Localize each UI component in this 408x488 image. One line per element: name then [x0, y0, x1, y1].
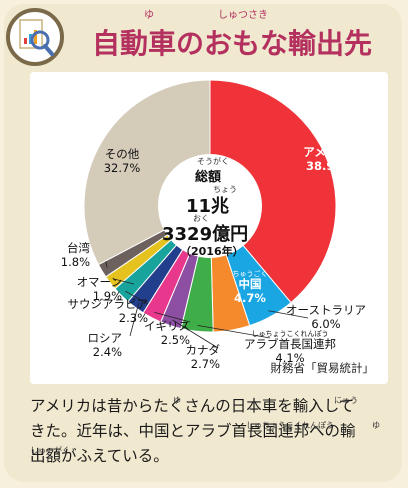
- slice-label-3: アラブ首長国連邦: [244, 337, 336, 351]
- center-total-line1: 11兆: [186, 196, 230, 217]
- leader-line-7: [125, 290, 149, 305]
- slice-value-8: 1.9%: [93, 289, 122, 303]
- slice-value-4: 2.7%: [191, 357, 220, 371]
- slice-ruby-2: ちゅうごく: [233, 269, 268, 278]
- center-total-label: 総額: [195, 170, 222, 185]
- slice-value-1: 6.0%: [311, 317, 340, 331]
- caption-line-1: アメリカは昔からたくさんの日本車を輸入して: [30, 397, 355, 415]
- slice-label-2: 中国: [239, 277, 262, 291]
- caption: ゆ にゅう アメリカは昔からたくさんの日本車を輸入して しゅちょうこくれんぽう …: [30, 394, 390, 469]
- caption-ruby-nyuu: にゅう: [334, 396, 358, 405]
- slice-value-9: 1.8%: [61, 255, 90, 269]
- slice-label-5: イギリス: [144, 319, 190, 333]
- slice-label-4: カナダ: [186, 343, 221, 357]
- slice-label-7: サウジアラビア: [68, 297, 149, 311]
- slice-label-9: 台湾: [67, 241, 90, 255]
- leader-line-1: [268, 310, 309, 319]
- slice-value-0: 38.9%: [306, 159, 346, 173]
- caption-line-2: きた。近年は、中国とアラブ首長国連邦への輸: [30, 422, 356, 440]
- slice-value-6: 2.4%: [93, 345, 122, 359]
- slice-label-6: ロシア: [88, 331, 123, 345]
- slice-value-2: 4.7%: [234, 291, 266, 305]
- leader-line-3: [197, 324, 271, 339]
- caption-ruby-shuchoukoku: しゅちょうこくれんぽう: [246, 421, 334, 430]
- ruby-chou: ちょう: [213, 185, 237, 194]
- slice-value-5: 2.5%: [161, 333, 190, 347]
- caption-ruby-shutsugaku: しゅつがく: [30, 446, 70, 455]
- caption-ruby-yu2: ゆ: [372, 421, 380, 430]
- slice-label-0: アメリカ: [303, 145, 348, 159]
- source-note: 財務省「貿易統計」: [270, 361, 375, 375]
- slice-value-10: 32.7%: [104, 161, 141, 175]
- slice-label-10: その他: [105, 147, 140, 161]
- caption-ruby-yu: ゆ: [173, 396, 181, 405]
- chart-panel: アメリカ 38.9% オーストラリア 6.0% ちゅうごく 中国 4.7% しゅちょうこくれん…: [30, 72, 388, 384]
- pie-center-hole: [158, 154, 262, 258]
- slice-label-8: オマーン: [77, 275, 122, 289]
- leader-line-5: [154, 312, 191, 323]
- chart-report-magnifier-icon: [6, 8, 64, 66]
- ruby-sougaku: そうがく: [197, 157, 229, 166]
- slice-ruby-3: しゅちょうこくれんぽう: [252, 330, 329, 338]
- slice-value-7: 2.3%: [119, 311, 148, 325]
- leader-line-8: [114, 278, 135, 285]
- pie-slice-0: [209, 79, 337, 304]
- page-title: 自動車のおもな輸出先: [92, 27, 373, 60]
- title-ruby-yu: ゆ: [144, 10, 154, 21]
- ruby-oku: おく: [193, 214, 209, 223]
- caption-line-3: 出額がふえている。: [30, 447, 169, 465]
- center-year: （2016年）: [180, 245, 244, 258]
- title-ruby-shussaki: しゅつさき: [218, 10, 268, 21]
- leader-line-6: [129, 302, 140, 337]
- slice-value-3: 4.1%: [275, 351, 304, 365]
- center-total-line2: 3329億円: [162, 224, 249, 245]
- slice-label-1: オーストラリア: [286, 303, 366, 317]
- leader-line-4: [172, 319, 219, 349]
